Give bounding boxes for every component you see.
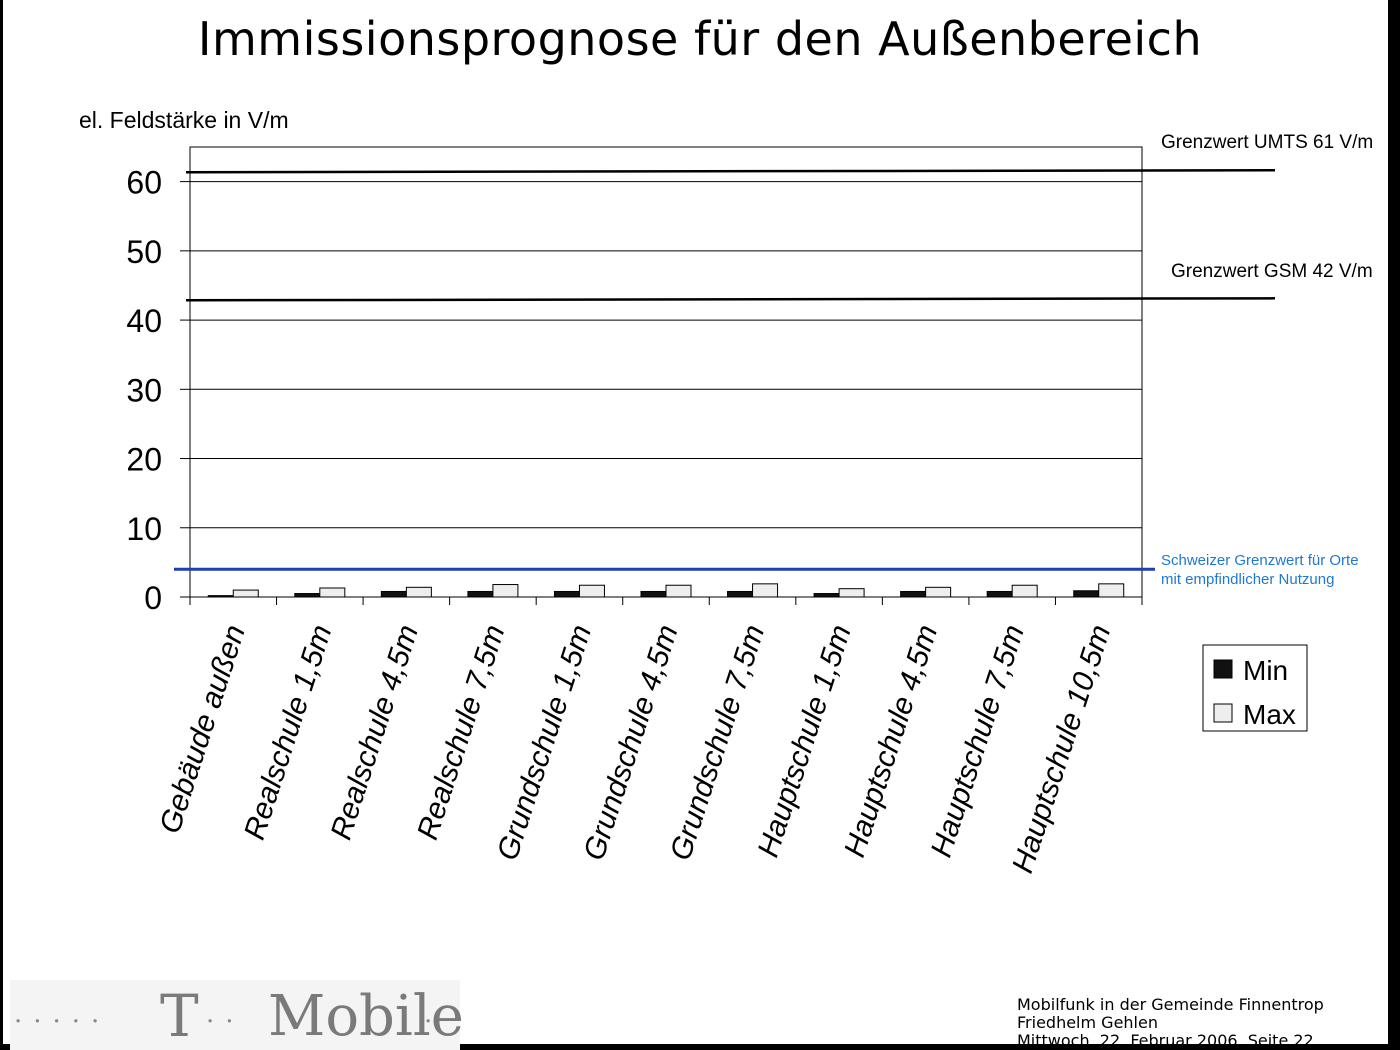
y-tick-label: 30: [126, 372, 162, 408]
logo-dots-left: ·····: [14, 1007, 111, 1037]
x-category-label: Grundschule 4,5m: [578, 621, 685, 864]
slide-frame-right: [1388, 0, 1400, 1050]
plot-area: [189, 146, 1143, 598]
x-category-label: Hauptschule 10,5m: [1006, 621, 1117, 877]
footer-line-3: Mittwoch, 22. Februar 2006, Seite 22: [1017, 1031, 1314, 1045]
bar-chart: 0 10 20 30 40 50 60 el. Feldstärke in V/m Gebäud…: [79, 107, 1373, 877]
y-tick-label: 10: [126, 511, 162, 547]
reference-line-umts: [185, 168, 1276, 174]
bar-min: [294, 593, 321, 598]
legend-label-max: Max: [1243, 699, 1296, 730]
slide-footer: Mobilfunk in der Gemeinde Finnentrop Fri…: [1017, 996, 1377, 1044]
footer-line-2: Friedhelm Gehlen: [1017, 1013, 1158, 1032]
bar-max: [838, 588, 865, 598]
reference-line-gsm: [185, 297, 1276, 302]
x-category-label: Grundschule 7,5m: [664, 621, 771, 864]
y-tick-label: 60: [126, 165, 162, 201]
bar-max: [319, 587, 346, 598]
y-tick-label: 40: [126, 303, 162, 339]
x-category-label: Realschule 4,5m: [325, 621, 425, 844]
bar-min: [640, 590, 667, 598]
logo-t: T: [160, 982, 199, 1050]
bar-max: [925, 586, 952, 598]
x-category-label: Gebäude außen: [154, 621, 252, 837]
logo-dot-right: ·: [424, 1007, 433, 1037]
bar-min: [207, 595, 234, 598]
legend-label-min: Min: [1243, 655, 1288, 686]
bar-max: [752, 583, 779, 598]
logo-mobile-text: Mobile: [268, 984, 464, 1049]
x-category-label: Realschule 7,5m: [411, 621, 511, 844]
bar-min: [467, 590, 494, 598]
bar-min: [900, 590, 927, 598]
reference-label-umts: Grenzwert UMTS 61 V/m: [1161, 132, 1373, 153]
y-tick-label: 20: [126, 442, 162, 478]
bar-min: [1073, 590, 1100, 598]
legend-swatch-min: [1213, 659, 1233, 679]
bar-min: [986, 590, 1013, 598]
bar-max: [665, 584, 692, 598]
reference-label-swiss-line-2: mit empfindlicher Nutzung: [1161, 571, 1334, 588]
bar-min: [380, 590, 407, 598]
bar-min: [727, 590, 754, 598]
x-category-label: Hauptschule 7,5m: [925, 621, 1031, 861]
slide-title: Immissionsprognose für den Außenbereich: [197, 12, 1203, 66]
legend: [1202, 644, 1308, 732]
y-tick-label: 0: [144, 580, 162, 616]
reference-label-gsm: Grenzwert GSM 42 V/m: [1171, 261, 1373, 282]
bar-max: [232, 589, 259, 598]
legend-swatch-max: [1213, 703, 1233, 723]
reference-label-swiss-line-1: Schweizer Grenzwert für Orte: [1161, 552, 1359, 569]
t-mobile-logo: ····· T ·· Mobile ·: [10, 980, 464, 1050]
y-tick-label: 50: [126, 234, 162, 270]
x-category-label: Hauptschule 4,5m: [838, 621, 944, 861]
bar-min: [553, 590, 580, 598]
bar-max: [1011, 584, 1038, 598]
footer-line-1: Mobilfunk in der Gemeinde Finnentrop: [1017, 996, 1324, 1014]
bar-max: [578, 584, 605, 598]
x-category-label: Hauptschule 1,5m: [752, 621, 858, 861]
bar-max: [1098, 583, 1125, 598]
x-category-label: Grundschule 1,5m: [491, 621, 598, 864]
slide-frame-bottom: [0, 1044, 1400, 1050]
bar-max: [492, 584, 519, 598]
slide-frame-left: [0, 0, 3, 1050]
y-axis-label: el. Feldstärke in V/m: [79, 107, 289, 133]
bar-max: [405, 586, 432, 598]
bar-min: [813, 593, 840, 598]
x-category-label: Realschule 1,5m: [238, 621, 338, 844]
logo-dots-mid: ··: [206, 1007, 245, 1037]
